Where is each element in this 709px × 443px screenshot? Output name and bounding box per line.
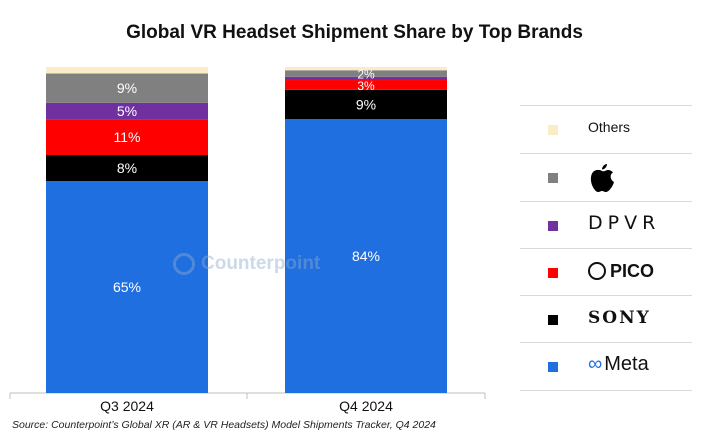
data-label: 9% xyxy=(117,80,137,96)
bar-segment-meta xyxy=(285,119,447,393)
watermark-text: Counterpoint xyxy=(201,253,321,275)
legend-item-others: Others xyxy=(520,106,692,153)
legend-item-dpvr: DPVR xyxy=(520,202,692,249)
legend-label-wrap: ∞ Meta xyxy=(588,353,649,376)
bar-segment-meta xyxy=(46,181,208,393)
chart-title: Global VR Headset Shipment Share by Top … xyxy=(126,22,583,43)
bar-segment-apple xyxy=(46,73,208,103)
legend-swatch xyxy=(548,125,558,135)
legend-divider xyxy=(520,105,692,106)
legend-divider xyxy=(520,390,692,391)
legend-divider xyxy=(520,248,692,249)
data-label: 9% xyxy=(356,96,376,112)
bar-segment-others xyxy=(46,67,208,74)
bar-segment-dpvr xyxy=(285,76,447,81)
legend-swatch xyxy=(548,221,558,231)
source-note: Source: Counterpoint’s Global XR (AR & V… xyxy=(12,419,436,431)
data-label: 2% xyxy=(357,68,375,82)
data-label: 3% xyxy=(357,79,375,93)
legend-label: Meta xyxy=(604,353,649,375)
pico-logo-icon xyxy=(588,262,606,280)
data-label: 5% xyxy=(117,103,137,119)
legend-swatch xyxy=(548,268,558,278)
bar-segment-others xyxy=(285,67,447,71)
legend-swatch xyxy=(548,173,558,183)
bar-segment-pico xyxy=(46,119,208,156)
data-label: 11% xyxy=(114,129,141,145)
legend-divider xyxy=(520,201,692,202)
legend-label: DPVR xyxy=(588,212,661,234)
bar-segment-sony xyxy=(285,89,447,120)
data-label: 84% xyxy=(352,248,380,264)
legend-item-pico: PICO xyxy=(520,249,692,296)
legend-item-sony: SONY xyxy=(520,296,692,343)
meta-infinity-icon: ∞ xyxy=(588,353,603,375)
data-label: 8% xyxy=(117,160,137,176)
data-label: 65% xyxy=(113,279,141,295)
legend-item-apple xyxy=(520,154,692,201)
x-tick-label: Q4 2024 xyxy=(339,398,393,414)
legend-divider xyxy=(520,153,692,154)
legend-label-wrap: PICO xyxy=(588,261,654,282)
x-tick-label: Q3 2024 xyxy=(100,398,154,414)
bar-segment-apple xyxy=(285,70,447,77)
legend-swatch xyxy=(548,315,558,325)
legend-item-meta: ∞ Meta xyxy=(520,343,692,390)
legend-label: SONY xyxy=(588,308,651,328)
bar-segment-dpvr xyxy=(46,102,208,120)
legend-label: Others xyxy=(588,119,631,135)
bar-segment-pico xyxy=(285,80,447,90)
watermark: Counterpoint xyxy=(173,253,320,275)
apple-logo-icon xyxy=(590,164,614,192)
bar-segment-sony xyxy=(46,155,208,182)
legend-divider xyxy=(520,342,692,343)
legend-label: PICO xyxy=(610,261,655,281)
legend-divider xyxy=(520,295,692,296)
counterpoint-logo-icon xyxy=(173,253,195,275)
legend-swatch xyxy=(548,362,558,372)
